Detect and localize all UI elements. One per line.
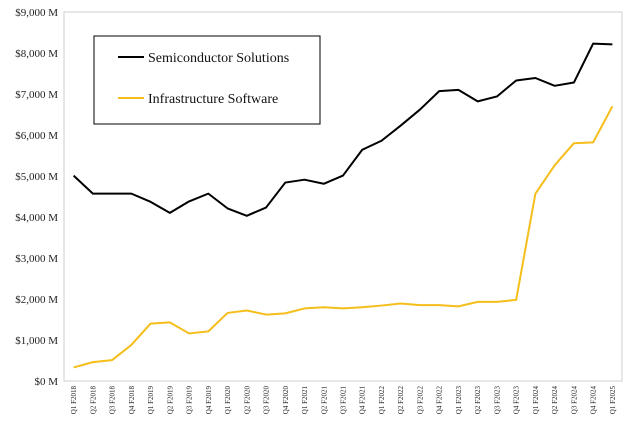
legend-label-infrastructure-software: Infrastructure Software [148,92,278,107]
x-tick-label: Q4 F2022 [436,386,444,415]
x-axis: Q1 F2018 Q2 F2018 Q3 F2018 Q4 F2018 Q1 F2019… [70,386,617,415]
x-tick-label: Q1 F2022 [378,386,386,415]
x-tick-label: Q3 F2019 [186,386,194,415]
y-tick-label: $0 M [34,376,58,388]
x-tick-label: Q3 F2018 [109,386,117,415]
x-tick-label: Q1 F2021 [301,386,309,415]
x-tick-label: Q2 F2018 [89,386,97,415]
x-tick-label: Q3 F2022 [416,386,424,415]
y-tick-label: $6,000 M [15,130,58,142]
y-tick-label: $7,000 M [15,89,58,101]
y-axis: $0 M $1,000 M $2,000 M $3,000 M $4,000 M $5,0… [15,7,58,388]
y-tick-label: $1,000 M [15,335,58,347]
x-tick-label: Q1 F2020 [224,386,232,415]
x-tick-label: Q3 F2024 [570,386,578,415]
y-tick-label: $4,000 M [15,212,58,224]
legend-box [93,35,321,125]
x-tick-label: Q1 F2019 [147,386,155,415]
x-tick-label: Q3 F2021 [340,386,348,415]
y-tick-label: $9,000 M [15,7,58,19]
x-tick-label: Q3 F2020 [263,386,271,415]
x-tick-label: Q1 F2024 [532,386,540,415]
x-tick-label: Q2 F2019 [166,386,174,415]
x-tick-label: Q1 F2018 [70,386,78,415]
legend: Semiconductor Solutions Infrastructure S… [93,35,321,125]
x-tick-label: Q4 F2024 [590,386,598,415]
series-line-infrastructure-software [73,105,614,369]
x-tick-label: Q3 F2023 [493,386,501,415]
x-tick-label: Q2 F2022 [397,386,405,415]
x-tick-label: Q2 F2020 [243,386,251,415]
x-tick-label: Q2 F2021 [320,386,328,415]
y-tick-label: $2,000 M [15,294,58,306]
x-tick-label: Q2 F2024 [551,386,559,415]
x-tick-label: Q4 F2018 [128,386,136,415]
legend-label-semiconductor-solutions: Semiconductor Solutions [148,51,289,66]
x-tick-label: Q4 F2023 [513,386,521,415]
y-tick-label: $3,000 M [15,253,58,265]
series-lines [72,42,614,369]
x-tick-label: Q1 F2023 [455,386,463,415]
x-tick-label: Q2 F2023 [474,386,482,415]
x-tick-label: Q4 F2020 [282,386,290,415]
series-line-semiconductor-solutions [72,42,613,217]
x-tick-label: Q4 F2021 [359,386,367,415]
x-tick-label: Q4 F2019 [205,386,213,415]
y-tick-label: $5,000 M [15,171,58,183]
y-tick-label: $8,000 M [15,48,58,60]
x-tick-label: Q1 F2025 [609,386,617,415]
